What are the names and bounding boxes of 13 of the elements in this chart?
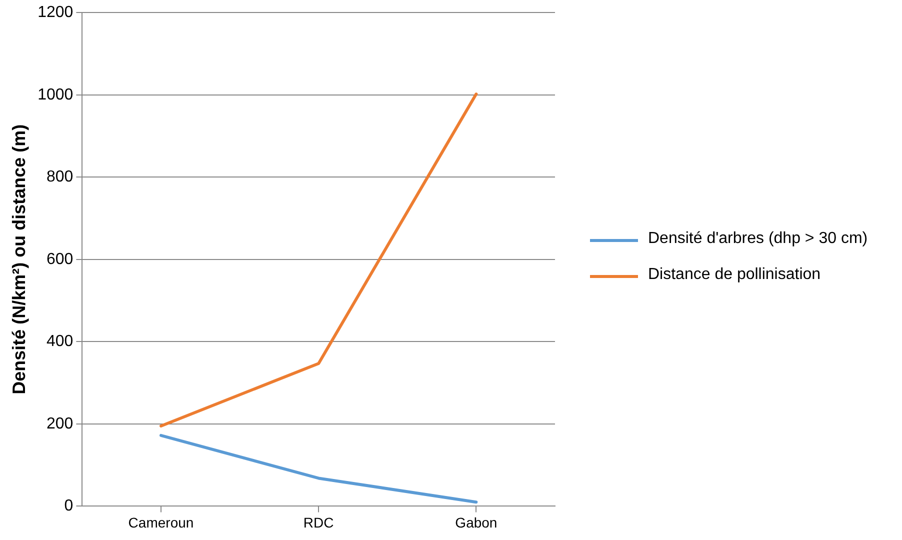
legend-label: Densité d'arbres (dhp > 30 cm) xyxy=(648,230,868,248)
y-tick-label: 600 xyxy=(46,250,74,268)
y-axis-title: Densité (N/km²) ou distance (m) xyxy=(8,124,29,394)
x-tick-label: Gabon xyxy=(455,514,498,530)
y-tick-label: 800 xyxy=(46,168,74,186)
y-tick-label: 400 xyxy=(46,333,74,350)
x-tick-label: Cameroun xyxy=(128,514,194,530)
y-tick-label: 1000 xyxy=(38,86,74,104)
y-tick-label: 200 xyxy=(46,415,74,432)
x-tick-label: RDC xyxy=(303,514,334,530)
y-tick-label: 0 xyxy=(64,498,74,515)
legend-label: Distance de pollinisation xyxy=(648,266,821,284)
y-tick-label: 1200 xyxy=(38,4,74,22)
